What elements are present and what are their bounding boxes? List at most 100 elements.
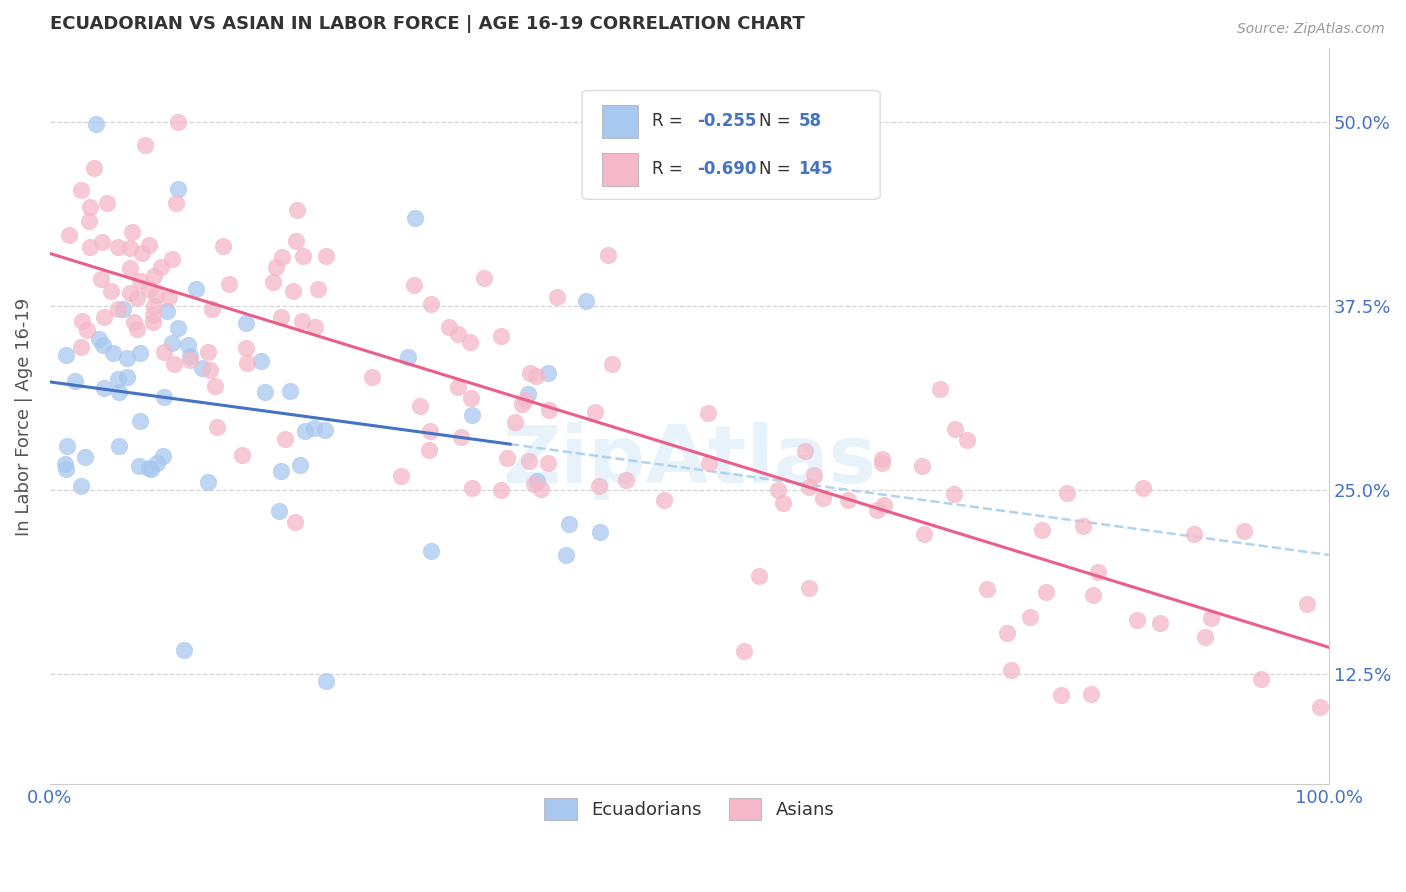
Point [285, 202, 308, 217]
Point [271, 250, 294, 264]
Point [75, 450, 97, 464]
Point [283, 285, 305, 299]
Point [89, 332, 111, 346]
Point [235, 341, 257, 355]
Point [291, 314, 314, 328]
Point [177, 338, 200, 352]
Point [870, 457, 893, 471]
Point [262, 276, 284, 290]
Point [1295, 597, 1317, 611]
Point [160, 252, 183, 266]
Point [870, 451, 893, 466]
Point [912, 527, 935, 541]
Point [218, 277, 240, 291]
Point [489, 483, 512, 497]
Point [598, 248, 620, 262]
Text: N =: N = [759, 160, 796, 178]
Point [1250, 673, 1272, 687]
Point [956, 433, 979, 447]
Point [138, 282, 160, 296]
Point [156, 304, 179, 318]
Point [1126, 613, 1149, 627]
Point [70, 183, 93, 197]
Point [122, 315, 145, 329]
Point [600, 357, 623, 371]
Point [555, 549, 578, 563]
Point [69, 340, 91, 354]
Point [799, 582, 821, 596]
Point [153, 390, 176, 404]
Point [150, 260, 173, 274]
Point [419, 543, 441, 558]
Point [107, 372, 129, 386]
Point [537, 403, 560, 417]
Point [1149, 615, 1171, 630]
Point [70, 314, 93, 328]
Point [302, 421, 325, 435]
Point [404, 277, 426, 292]
Text: R =: R = [652, 112, 689, 130]
Point [118, 286, 141, 301]
Point [583, 405, 606, 419]
Point [1199, 610, 1222, 624]
Point [517, 387, 540, 401]
Y-axis label: In Labor Force | Age 16-19: In Labor Force | Age 16-19 [15, 297, 32, 535]
Point [125, 322, 148, 336]
Point [111, 301, 134, 316]
Point [837, 493, 859, 508]
Point [79, 200, 101, 214]
Point [83, 161, 105, 176]
Point [307, 282, 329, 296]
Point [515, 393, 537, 408]
Point [58, 228, 80, 243]
Point [53, 457, 76, 471]
Point [772, 496, 794, 510]
Point [128, 274, 150, 288]
Point [588, 479, 610, 493]
Point [1194, 630, 1216, 644]
Point [91, 235, 114, 249]
Point [129, 414, 152, 428]
Point [458, 334, 481, 349]
Point [142, 268, 165, 283]
Point [211, 238, 233, 252]
Point [157, 290, 180, 304]
Point [797, 480, 820, 494]
Point [1056, 486, 1078, 500]
Point [314, 423, 336, 437]
Point [56, 439, 79, 453]
Point [93, 310, 115, 325]
Point [76, 323, 98, 337]
Point [517, 453, 540, 467]
Point [794, 444, 817, 458]
Point [529, 483, 551, 497]
Point [86, 117, 108, 131]
Text: -0.255: -0.255 [697, 112, 756, 130]
Point [138, 461, 160, 475]
Point [63, 374, 86, 388]
Point [274, 432, 297, 446]
Point [93, 381, 115, 395]
Point [803, 467, 825, 482]
Text: 58: 58 [799, 112, 821, 130]
Point [231, 448, 253, 462]
Point [503, 416, 526, 430]
Point [811, 491, 834, 506]
Point [409, 399, 432, 413]
Point [160, 336, 183, 351]
Point [166, 321, 188, 335]
Point [165, 196, 187, 211]
Point [250, 353, 273, 368]
Point [115, 370, 138, 384]
Point [461, 481, 484, 495]
Point [284, 515, 307, 529]
Point [546, 290, 568, 304]
Point [1132, 481, 1154, 495]
Point [179, 349, 201, 363]
Point [1019, 610, 1042, 624]
Point [127, 292, 149, 306]
Point [1087, 565, 1109, 579]
Point [270, 464, 292, 478]
Point [519, 366, 541, 380]
Point [1035, 585, 1057, 599]
